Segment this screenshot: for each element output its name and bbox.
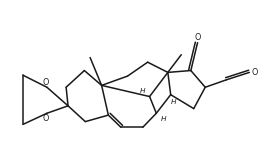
Text: O: O <box>43 114 49 123</box>
Text: H: H <box>140 89 145 95</box>
Text: O: O <box>43 78 49 87</box>
Text: O: O <box>251 68 258 77</box>
Text: H: H <box>171 99 176 105</box>
Text: O: O <box>195 33 201 42</box>
Text: H: H <box>161 116 167 122</box>
